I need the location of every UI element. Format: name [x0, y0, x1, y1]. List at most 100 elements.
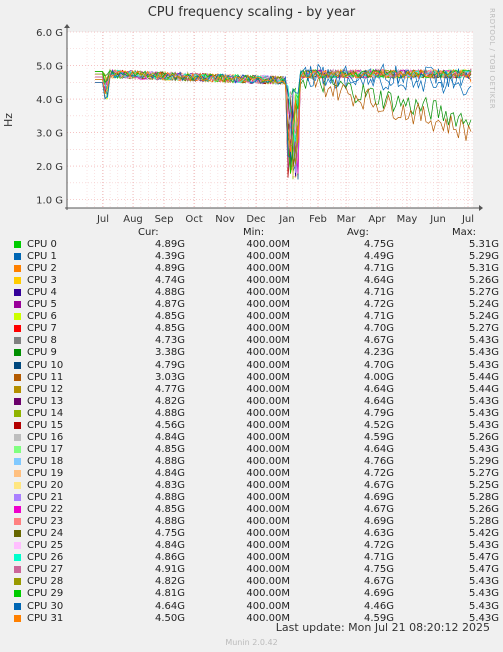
legend-min: 400.00M — [246, 335, 290, 347]
legend-cur: 4.74G — [154, 275, 185, 287]
x-tick-label: May — [397, 214, 418, 225]
legend-max: 5.43G — [468, 407, 499, 419]
legend-cur: 3.03G — [154, 371, 185, 383]
legend-min: 400.00M — [246, 588, 290, 600]
legend-max: 5.27G — [468, 467, 499, 479]
legend-swatch — [14, 530, 21, 538]
legend-avg: 4.67G — [363, 335, 394, 347]
legend-swatch — [14, 325, 21, 333]
y-tick-label: 5.0 G — [36, 62, 63, 73]
legend-swatch — [14, 373, 21, 381]
legend-swatch — [14, 253, 21, 261]
x-tick-label: Apr — [368, 214, 386, 225]
legend-cur: 4.79G — [154, 359, 185, 371]
legend-min: 400.00M — [246, 540, 290, 552]
x-tick-label: Nov — [215, 214, 235, 225]
legend-max: 5.29G — [468, 251, 499, 263]
series-line-cpu-26 — [95, 69, 472, 142]
legend-avg: 4.75G — [363, 239, 394, 250]
legend-min: 400.00M — [246, 407, 290, 419]
legend-name: CPU 9 — [27, 347, 57, 359]
legend-max: 5.26G — [468, 431, 499, 443]
legend-max: 5.43G — [468, 359, 499, 371]
legend-min: 400.00M — [246, 480, 290, 491]
x-tick-label: Oct — [185, 214, 202, 225]
x-tick-label: Jul — [96, 214, 109, 225]
legend-swatch — [14, 566, 21, 574]
legend-swatch — [14, 445, 21, 453]
legend-name: CPU 16 — [27, 431, 64, 443]
legend-max: 5.43G — [468, 600, 499, 612]
legend-cur: 4.87G — [154, 299, 185, 311]
legend-cur: 4.84G — [154, 467, 185, 479]
legend-max: 5.44G — [468, 383, 499, 395]
legend-swatch — [14, 614, 21, 622]
x-tick-label: Jul — [461, 214, 474, 225]
legend-name: CPU 14 — [27, 407, 64, 419]
legend-min: 400.00M — [246, 275, 290, 287]
legend-avg: 4.75G — [363, 564, 394, 576]
legend-header-avg: Avg: — [347, 227, 369, 238]
legend-min: 400.00M — [246, 347, 290, 359]
y-tick-label: 6.0 G — [36, 28, 63, 39]
legend-cur: 4.56G — [154, 419, 185, 431]
legend-swatch — [14, 265, 21, 273]
legend-cur: 4.88G — [154, 287, 185, 299]
legend-cur: 4.81G — [154, 588, 185, 600]
legend-cur: 4.91G — [154, 564, 185, 576]
legend-name: CPU 2 — [27, 263, 57, 275]
legend-avg: 4.71G — [363, 263, 394, 275]
chart-title: CPU frequency scaling - by year — [147, 5, 356, 20]
legend-swatch — [14, 506, 21, 514]
legend-avg: 4.76G — [363, 455, 394, 467]
legend-avg: 4.69G — [363, 588, 394, 600]
legend-avg: 4.64G — [363, 443, 394, 455]
legend-avg: 4.52G — [363, 419, 394, 431]
legend-cur: 4.85G — [154, 504, 185, 516]
legend-cur: 4.82G — [154, 395, 185, 407]
legend-avg: 4.69G — [363, 492, 394, 504]
legend-swatch — [14, 602, 21, 610]
legend-cur: 4.39G — [154, 251, 185, 263]
series-line-cpu-31 — [95, 68, 472, 153]
legend-avg: 4.71G — [363, 287, 394, 299]
legend-name: CPU 3 — [27, 275, 57, 287]
legend-avg: 4.70G — [363, 359, 394, 371]
legend-max: 5.47G — [468, 552, 499, 564]
x-axis-arrow — [479, 205, 483, 211]
legend-avg: 4.63G — [363, 528, 394, 540]
y-axis-label: Hz — [2, 113, 15, 127]
rrdtool-credit: RRDTOOL / TOBI OETIKER — [488, 8, 496, 110]
legend-min: 400.00M — [246, 528, 290, 540]
legend-min: 400.00M — [246, 612, 290, 624]
legend-cur: 4.88G — [154, 516, 185, 528]
legend-max: 5.31G — [468, 239, 499, 250]
legend-cur: 4.86G — [154, 552, 185, 564]
legend-swatch — [14, 301, 21, 309]
legend-avg: 4.64G — [363, 383, 394, 395]
legend-name: CPU 5 — [27, 299, 57, 311]
legend-min: 400.00M — [246, 263, 290, 275]
legend-cur: 4.84G — [154, 540, 185, 552]
legend-min: 400.00M — [246, 443, 290, 455]
series-line-cpu-28 — [95, 68, 472, 164]
legend-avg: 4.72G — [363, 540, 394, 552]
legend-name: CPU 18 — [27, 455, 64, 467]
axes: 1.0 G 2.0 G 3.0 G 4.0 G 5.0 G 6.0 G Jul Aug Sep O… — [36, 24, 483, 225]
legend-min: 400.00M — [246, 516, 290, 528]
legend-name: CPU 26 — [27, 552, 64, 564]
legend-min: 400.00M — [246, 455, 290, 467]
legend-avg: 4.59G — [363, 431, 394, 443]
legend-swatch — [14, 433, 21, 441]
legend-min: 400.00M — [246, 239, 290, 250]
legend-avg: 4.67G — [363, 480, 394, 491]
legend-swatch — [14, 421, 21, 429]
legend-min: 400.00M — [246, 395, 290, 407]
legend-name: CPU 11 — [27, 371, 64, 383]
legend-min: 400.00M — [246, 467, 290, 479]
legend-header-max: Max: — [452, 227, 477, 238]
legend-name: CPU 12 — [27, 383, 64, 395]
legend-swatch — [14, 494, 21, 502]
legend-header-cur: Cur: — [138, 227, 159, 238]
legend-max: 5.29G — [468, 455, 499, 467]
